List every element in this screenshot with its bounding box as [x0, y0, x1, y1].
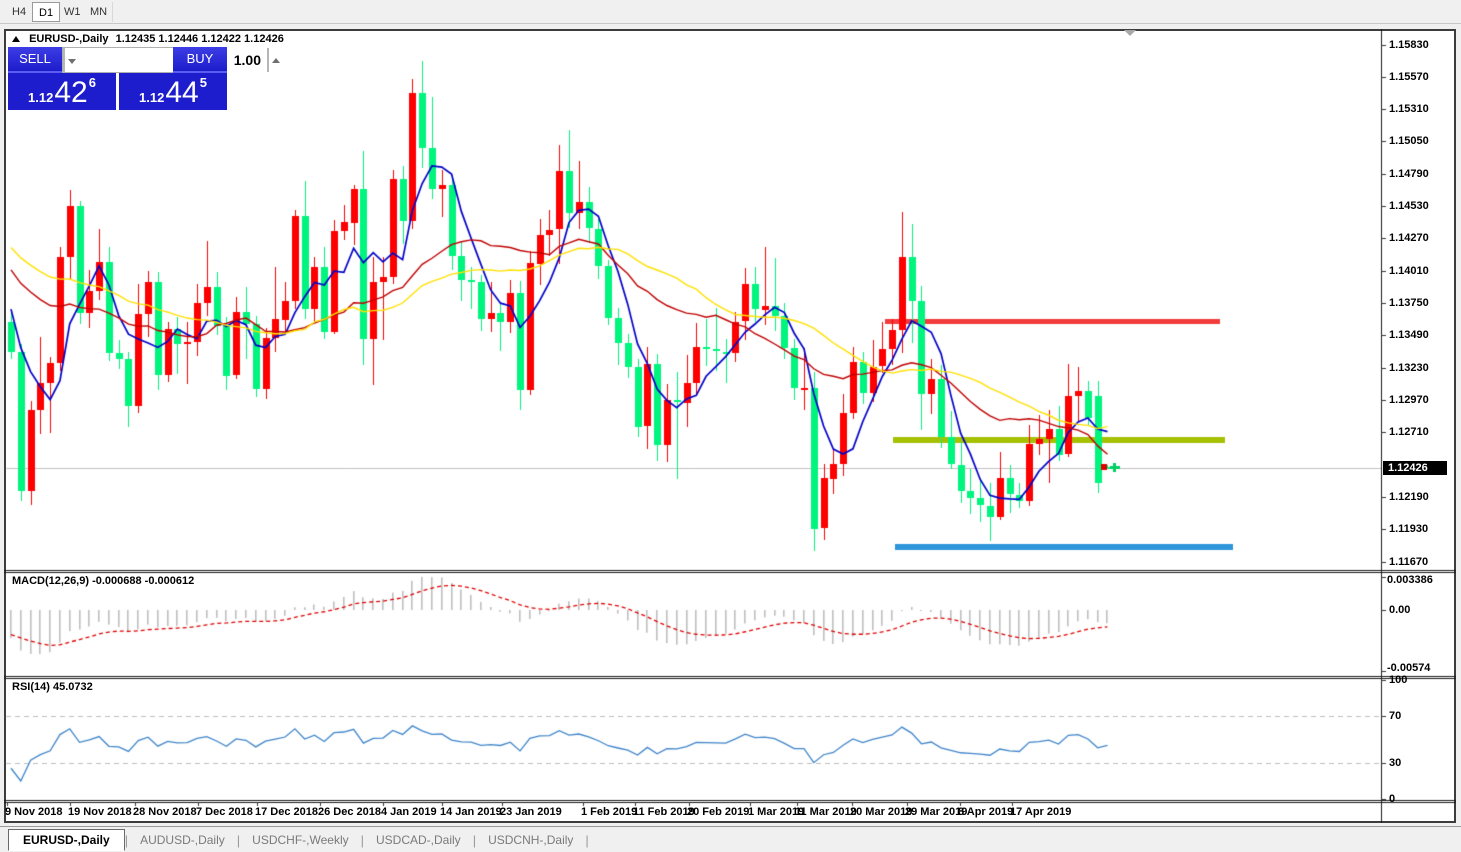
sell-price-big: 42: [54, 76, 88, 109]
tab-separator: |: [472, 832, 477, 848]
volume-increase-button[interactable]: [267, 48, 280, 72]
collapse-trade-panel-icon[interactable]: [12, 36, 20, 42]
buy-price-display[interactable]: 1.12 44 5: [119, 73, 227, 110]
price-axis-tick: 1.13230: [1389, 361, 1429, 374]
time-axis-label: 19 Nov 2018: [68, 806, 132, 818]
chart-tab-bar: EURUSD-,Daily | AUDUSD-,Daily | USDCHF-,Week…: [0, 826, 1461, 852]
sell-price-small: 1.12: [28, 90, 54, 105]
timeframe-tab-d1[interactable]: D1: [32, 2, 61, 22]
pane-separator[interactable]: [4, 568, 1456, 573]
time-axis-label: 20 Mar 2019: [850, 806, 913, 818]
chart-tab-audusd[interactable]: AUDUSD-,Daily: [140, 833, 225, 847]
price-axis-tick: 1.15570: [1389, 70, 1429, 83]
chart-symbol-label: EURUSD-,Daily: [29, 33, 109, 45]
sell-price-sup: 6: [88, 75, 96, 90]
chart-tab-usdchf[interactable]: USDCHF-,Weekly: [252, 833, 349, 847]
price-axis-tick: 1.12710: [1389, 426, 1429, 439]
time-axis-label: 29 Mar 2019: [905, 806, 968, 818]
macd-axis-zero: 0.00: [1389, 604, 1411, 616]
rsi-axis-30: 30: [1389, 757, 1402, 770]
current-price-tag: 1.12426: [1383, 460, 1447, 475]
chart-tab-usdcnh[interactable]: USDCNH-,Daily: [488, 833, 574, 847]
chevron-down-icon: [68, 59, 76, 64]
pane-separator[interactable]: [4, 674, 1456, 679]
price-axis-tick: 1.15310: [1389, 103, 1429, 116]
price-axis-tick: 1.14010: [1389, 264, 1429, 277]
volume-input[interactable]: [65, 48, 267, 72]
time-axis-label: 17 Dec 2018: [255, 806, 318, 818]
chart-tab-eurusd[interactable]: EURUSD-,Daily: [8, 829, 125, 851]
chart-title: EURUSD-,Daily 1.12435 1.12446 1.12422 1.…: [12, 33, 288, 45]
chevron-up-icon: [272, 58, 280, 63]
volume-spinner: [62, 47, 280, 73]
price-axis-tick: 1.12190: [1389, 491, 1429, 504]
buy-price-sup: 5: [199, 75, 207, 90]
sell-button[interactable]: SELL: [8, 47, 62, 73]
time-axis-label: 11 Feb 2019: [633, 806, 695, 818]
price-chart-canvas[interactable]: [4, 29, 1456, 823]
timeframe-toolbar: H4 D1 W1 MN: [0, 0, 1461, 24]
rsi-axis-0: 0: [1389, 793, 1396, 805]
time-axis-label: 7 Dec 2018: [196, 806, 253, 818]
buy-price-big: 44: [165, 76, 199, 109]
timeframe-tab-h4[interactable]: H4: [12, 6, 27, 18]
time-axis-label: 26 Dec 2018: [318, 806, 381, 818]
rsi-axis-100: 100: [1389, 674, 1408, 686]
pane-separator[interactable]: [4, 798, 1456, 803]
tab-separator: |: [236, 832, 241, 848]
chart-shift-marker-icon[interactable]: [1124, 30, 1136, 36]
price-axis-tick: 1.13490: [1389, 329, 1429, 342]
price-axis-tick: 1.12970: [1389, 394, 1429, 407]
time-axis-label: 14 Jan 2019: [440, 806, 502, 818]
price-divider: [116, 73, 119, 110]
price-axis-tick: 1.15050: [1389, 135, 1429, 148]
time-axis-label: 20 Feb 2019: [687, 806, 750, 818]
price-axis-tick: 1.11930: [1389, 523, 1429, 536]
one-click-trading-panel: SELL BUY 1.12 42 6 1.12 44 5: [8, 47, 280, 110]
chart-ohlc-values: 1.12435 1.12446 1.12422 1.12426: [115, 33, 284, 45]
buy-price-small: 1.12: [139, 90, 165, 105]
rsi-axis-70: 70: [1389, 709, 1402, 722]
time-axis-label: 17 Apr 2019: [1010, 806, 1072, 818]
volume-decrease-button[interactable]: [63, 48, 76, 72]
timeframe-tab-mn[interactable]: MN: [90, 6, 108, 18]
buy-button[interactable]: BUY: [173, 47, 227, 73]
macd-axis-min: -0.00574: [1387, 662, 1431, 674]
tab-separator: |: [585, 832, 589, 848]
time-axis-label: 8 Apr 2019: [958, 806, 1014, 818]
time-axis-label: 23 Jan 2019: [500, 806, 562, 818]
price-axis-tick: 1.14270: [1389, 232, 1429, 245]
timeframe-tab-w1[interactable]: W1: [64, 6, 81, 18]
time-axis-label: 1 Mar 2019: [748, 806, 805, 818]
rsi-label: RSI(14) 45.0732: [12, 681, 93, 693]
macd-label: MACD(12,26,9) -0.000688 -0.000612: [12, 575, 195, 587]
price-axis-tick: 1.13750: [1389, 297, 1429, 310]
price-axis-tick: 1.15830: [1389, 38, 1429, 51]
price-axis-tick: 1.11670: [1389, 555, 1429, 568]
tab-separator: |: [360, 832, 364, 848]
macd-axis-max: 0.003386: [1387, 574, 1433, 586]
price-axis-tick: 1.14790: [1389, 167, 1429, 180]
time-axis-label: 28 Nov 2018: [133, 806, 197, 818]
time-axis-label: 11 Mar 2019: [795, 806, 857, 818]
time-axis-label: 4 Jan 2019: [381, 806, 437, 818]
time-axis-label: 9 Nov 2018: [5, 806, 63, 818]
sell-price-display[interactable]: 1.12 42 6: [8, 73, 116, 110]
price-axis-tick: 1.14530: [1389, 200, 1429, 213]
chart-tab-usdcad[interactable]: USDCAD-,Daily: [376, 833, 461, 847]
time-axis-label: 1 Feb 2019: [581, 806, 638, 818]
tab-separator: |: [124, 832, 129, 848]
toolbar-separator: [112, 2, 113, 22]
